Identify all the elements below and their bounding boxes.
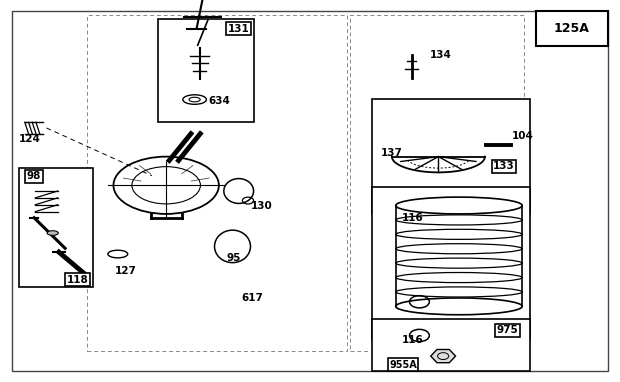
Text: 118: 118 bbox=[66, 275, 89, 285]
Text: 116: 116 bbox=[402, 213, 423, 223]
Text: 104: 104 bbox=[512, 131, 533, 141]
Bar bbox=[158, 19, 254, 122]
Text: 975: 975 bbox=[496, 325, 518, 335]
Ellipse shape bbox=[47, 231, 58, 235]
Bar bbox=[350, 15, 524, 351]
Bar bbox=[372, 187, 530, 340]
Text: 124: 124 bbox=[19, 134, 40, 144]
Bar bbox=[87, 15, 347, 351]
Bar bbox=[372, 99, 530, 214]
Text: 95: 95 bbox=[226, 253, 241, 263]
Text: 125A: 125A bbox=[554, 22, 590, 35]
Text: 98: 98 bbox=[27, 172, 42, 181]
Text: 131: 131 bbox=[228, 24, 250, 34]
Text: 134: 134 bbox=[430, 50, 451, 60]
Bar bbox=[19, 168, 93, 286]
Text: 116: 116 bbox=[402, 335, 423, 345]
Text: 955A: 955A bbox=[389, 360, 417, 370]
Bar bbox=[372, 319, 530, 371]
Text: 137: 137 bbox=[381, 148, 403, 158]
Text: 133: 133 bbox=[493, 161, 515, 171]
Text: 617: 617 bbox=[242, 293, 264, 303]
Text: 130: 130 bbox=[251, 201, 273, 211]
Text: 634: 634 bbox=[208, 97, 230, 107]
Text: 127: 127 bbox=[115, 266, 136, 276]
Bar bbox=[536, 11, 608, 46]
